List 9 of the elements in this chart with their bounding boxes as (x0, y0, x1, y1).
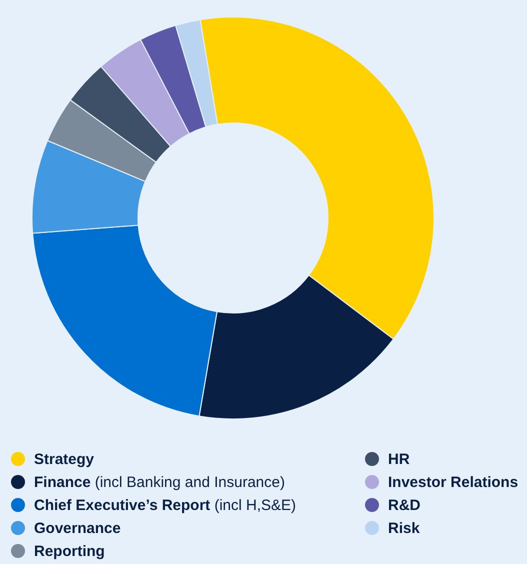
legend-label: Finance (incl Banking and Insurance) (34, 474, 285, 491)
legend-label: HR (388, 451, 410, 468)
legend-label: Chief Executive’s Report (incl H,S&E) (34, 497, 296, 514)
legend-label: Governance (34, 520, 121, 537)
legend-label: Reporting (34, 543, 105, 560)
legend-label: Strategy (34, 451, 95, 468)
legend-label: Investor Relations (388, 474, 518, 491)
legend-label: R&D (388, 497, 421, 514)
legend-label: Risk (388, 520, 420, 537)
